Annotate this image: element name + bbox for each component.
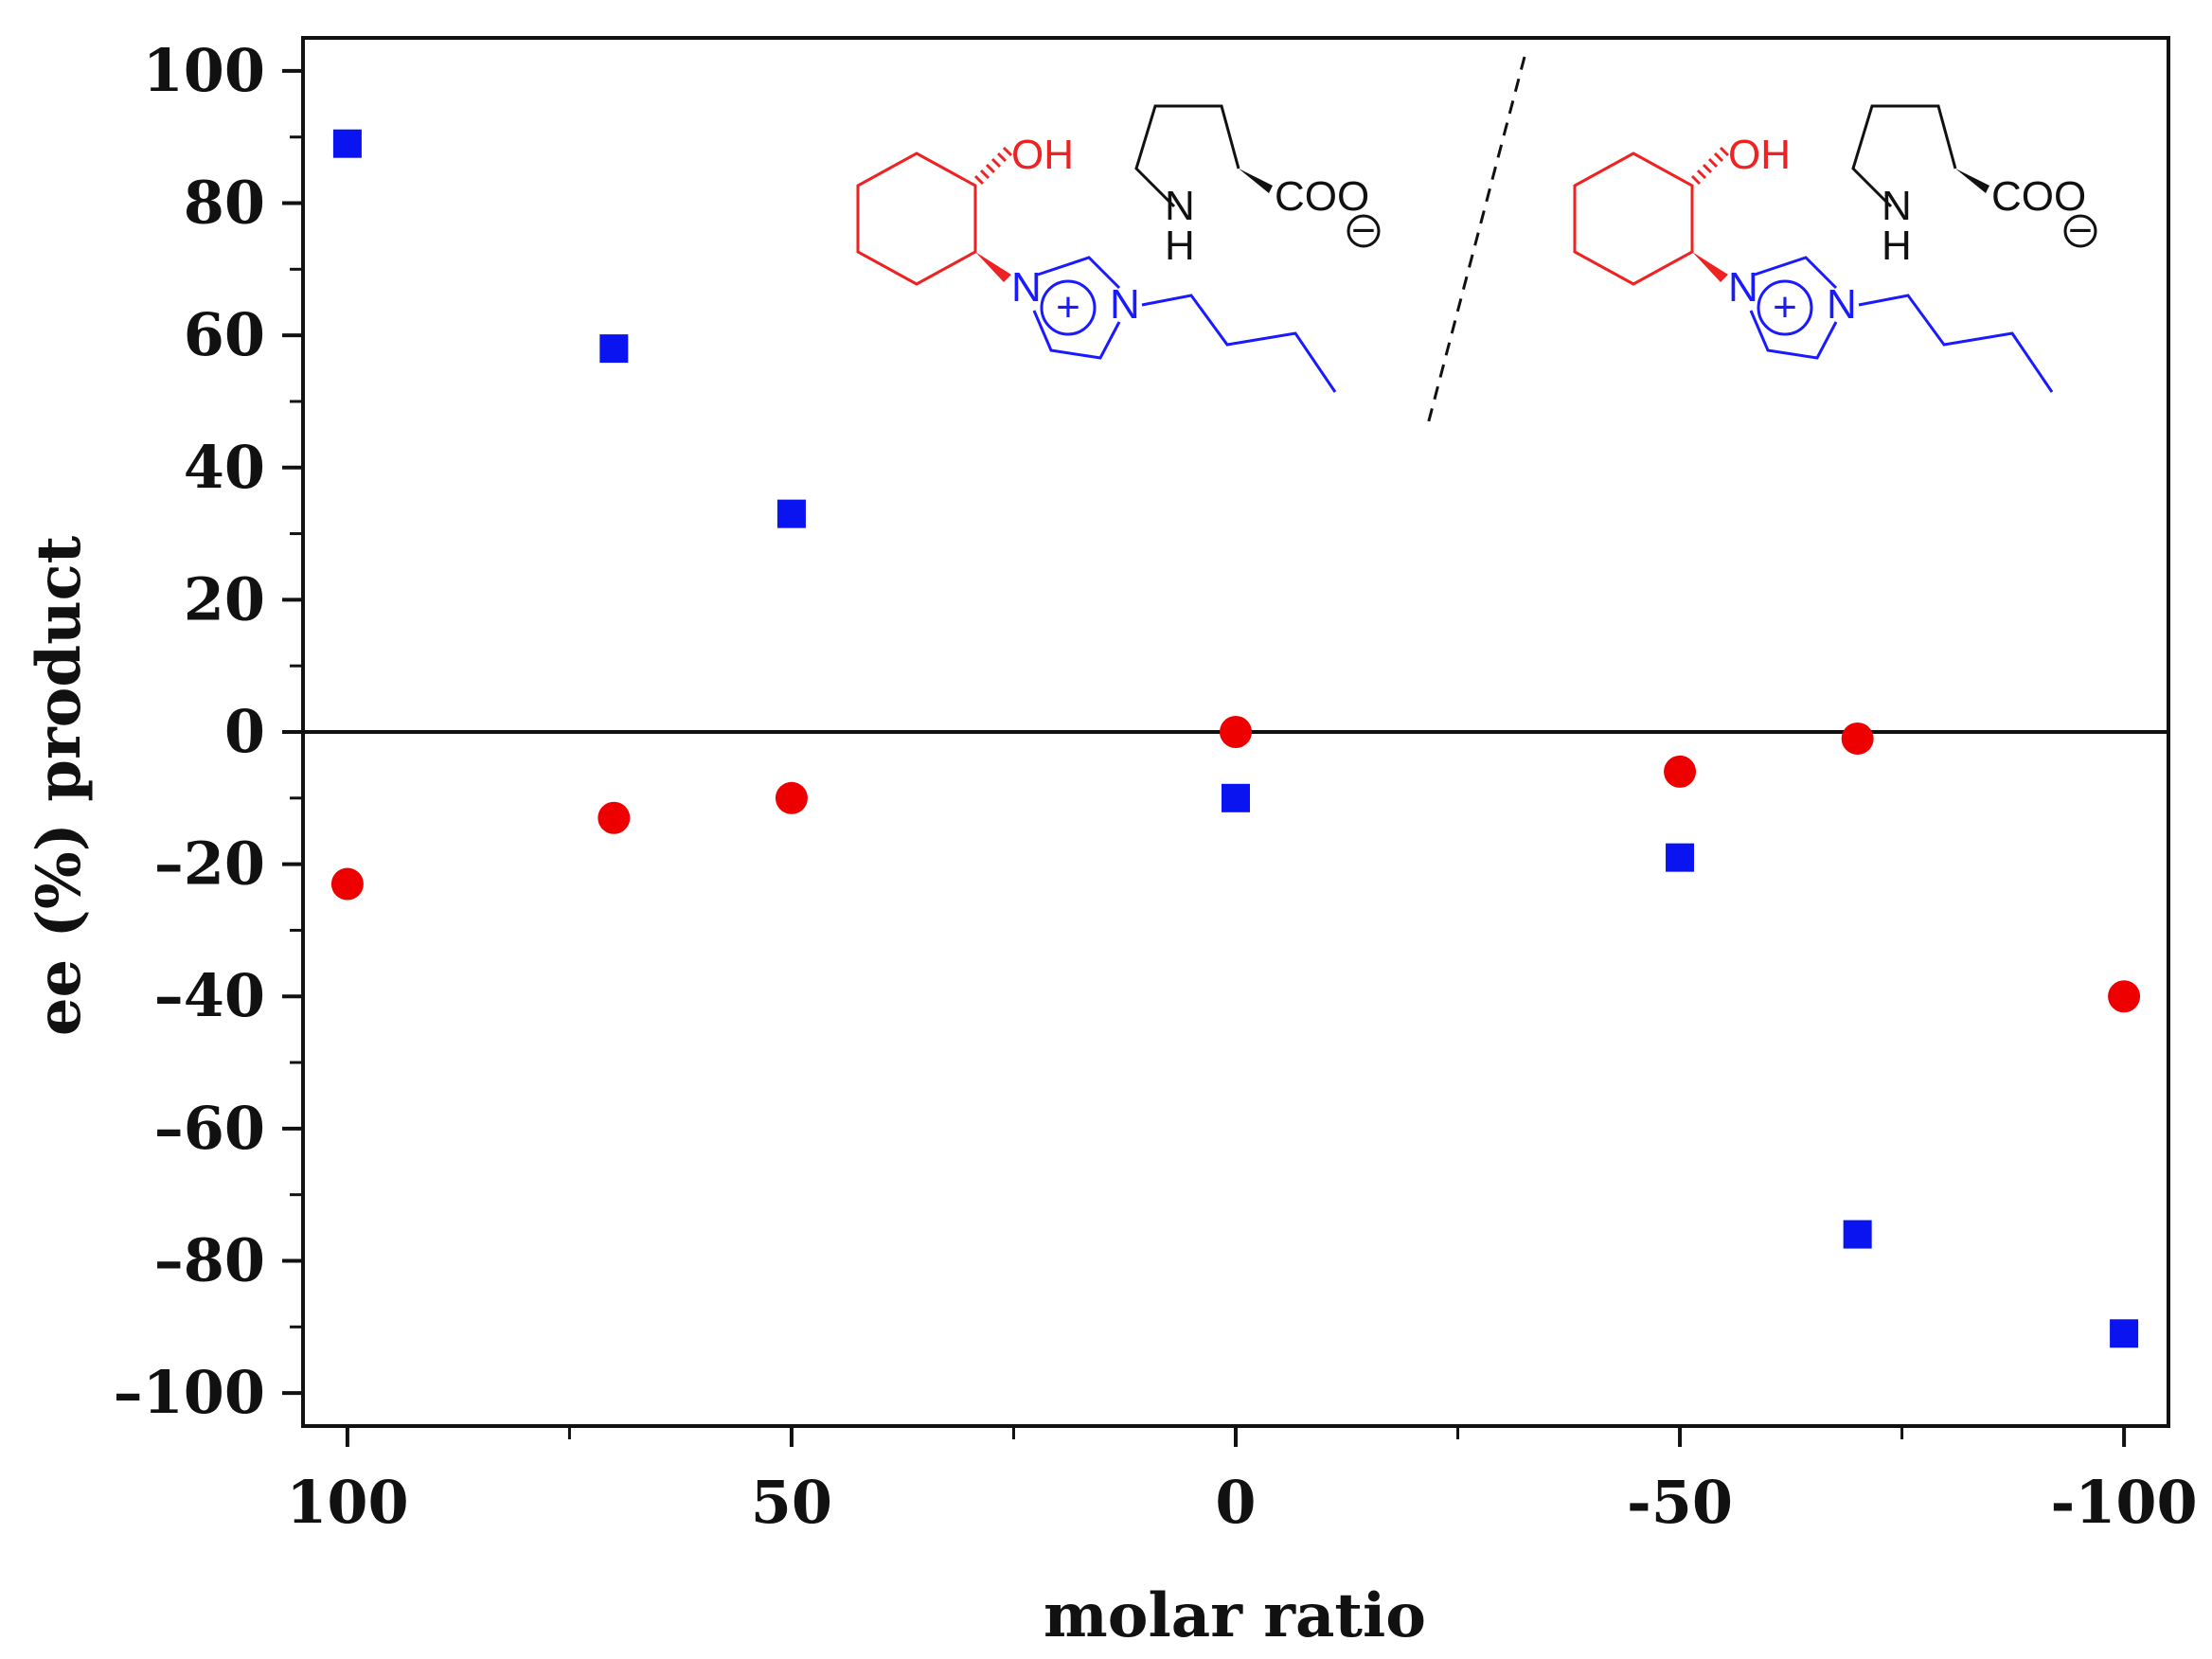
- data-point-square: [2110, 1319, 2139, 1348]
- data-point-square: [599, 334, 629, 364]
- y-tick-label: 0: [224, 697, 265, 766]
- cyclohexane-ring: [856, 152, 977, 286]
- hash-bond: [1713, 152, 1724, 163]
- oh-label: OH: [1011, 132, 1074, 178]
- charge-circle: [1040, 279, 1097, 336]
- data-point-circle: [1664, 755, 1697, 788]
- charge-circle: [2063, 214, 2097, 248]
- wedge-bond: [1692, 252, 1728, 282]
- hash-bond: [979, 169, 990, 180]
- y-tick-label: 80: [184, 169, 265, 238]
- wedge-bond: [1239, 169, 1273, 193]
- pyrrolidine-ring: [1134, 104, 1240, 208]
- cyclohexane-ring: [1573, 152, 1694, 286]
- hash-bond: [1719, 146, 1730, 157]
- plus-label: +: [1056, 284, 1080, 330]
- y-tick-label: –60: [154, 1094, 265, 1163]
- y-tick-label: 60: [184, 300, 265, 369]
- h-label: H: [1882, 223, 1912, 269]
- hash-bond: [996, 152, 1008, 163]
- hash-bond: [1002, 146, 1013, 157]
- y-tick-label: –100: [114, 1358, 265, 1427]
- n-label: N: [1728, 264, 1758, 311]
- charge-circle: [1347, 214, 1381, 248]
- y-axis-title: ee (%) product: [24, 535, 95, 1036]
- y-tick-label: –40: [154, 961, 265, 1030]
- minus-label: −: [1351, 207, 1376, 254]
- wedge-bond: [1955, 169, 1989, 193]
- minus-label: −: [2068, 207, 2093, 254]
- data-point-circle: [2108, 980, 2141, 1013]
- data-point-square: [1843, 1220, 1872, 1249]
- hash-bond: [985, 163, 996, 174]
- y-tick-label: 40: [184, 433, 265, 502]
- y-tick-label: –80: [154, 1225, 265, 1294]
- data-point-square: [776, 499, 806, 528]
- imidazole-bond: [1032, 310, 1121, 360]
- data-point-square: [1222, 783, 1250, 812]
- y-axis: 100 80 60 40 20 0 –20 –40 –60 –80 –100: [114, 36, 303, 1427]
- x-tick-label: 0: [1215, 1468, 1256, 1537]
- n-label: N: [1011, 264, 1042, 311]
- data-point-circle: [330, 867, 364, 901]
- h-label: H: [1165, 223, 1195, 269]
- wedge-bond: [975, 252, 1011, 282]
- series-layer: [330, 129, 2141, 1348]
- imidazole-bond: [1037, 256, 1121, 290]
- n-label: N: [1110, 281, 1140, 328]
- x-tick-label: 50: [751, 1468, 832, 1537]
- data-point-square: [1666, 843, 1695, 872]
- pyrrolidine-ring: [1851, 104, 1957, 208]
- x-axis: 100 50 0 -50 -100: [286, 1426, 2198, 1537]
- n-label: N: [1882, 183, 1912, 229]
- charge-circle: [1757, 279, 1813, 336]
- hash-bond: [990, 157, 1002, 169]
- plus-label: +: [1773, 284, 1797, 330]
- x-tick-label: 100: [286, 1468, 408, 1537]
- imidazole-bond: [1754, 256, 1838, 290]
- hash-bond: [973, 174, 985, 186]
- data-point-circle: [775, 781, 808, 814]
- n-label: N: [1165, 183, 1195, 229]
- n-label: N: [1827, 281, 1857, 328]
- data-point-square: [332, 129, 362, 158]
- data-point-circle: [1841, 722, 1874, 755]
- y-tick-label: –20: [154, 830, 265, 899]
- data-point-circle: [598, 801, 631, 834]
- coo-label: COO: [1275, 173, 1369, 220]
- hash-bond: [1707, 157, 1719, 169]
- x-tick-label: -50: [1627, 1468, 1733, 1537]
- hash-bond: [1696, 169, 1707, 180]
- x-tick-label: -100: [2051, 1468, 2198, 1537]
- hash-bond: [1702, 163, 1713, 174]
- imidazole-bond: [1749, 310, 1838, 360]
- y-tick-label: 20: [184, 564, 265, 633]
- hash-bond: [1690, 174, 1702, 186]
- coo-label: COO: [1991, 173, 2086, 220]
- butyl-chain: [1141, 294, 1337, 393]
- x-axis-title: molar ratio: [1044, 1580, 1426, 1651]
- data-point-circle: [1220, 716, 1252, 748]
- oh-label: OH: [1728, 132, 1791, 178]
- y-tick-label: 100: [143, 36, 265, 105]
- structure-divider: [1426, 56, 1526, 425]
- butyl-chain: [1858, 294, 2054, 393]
